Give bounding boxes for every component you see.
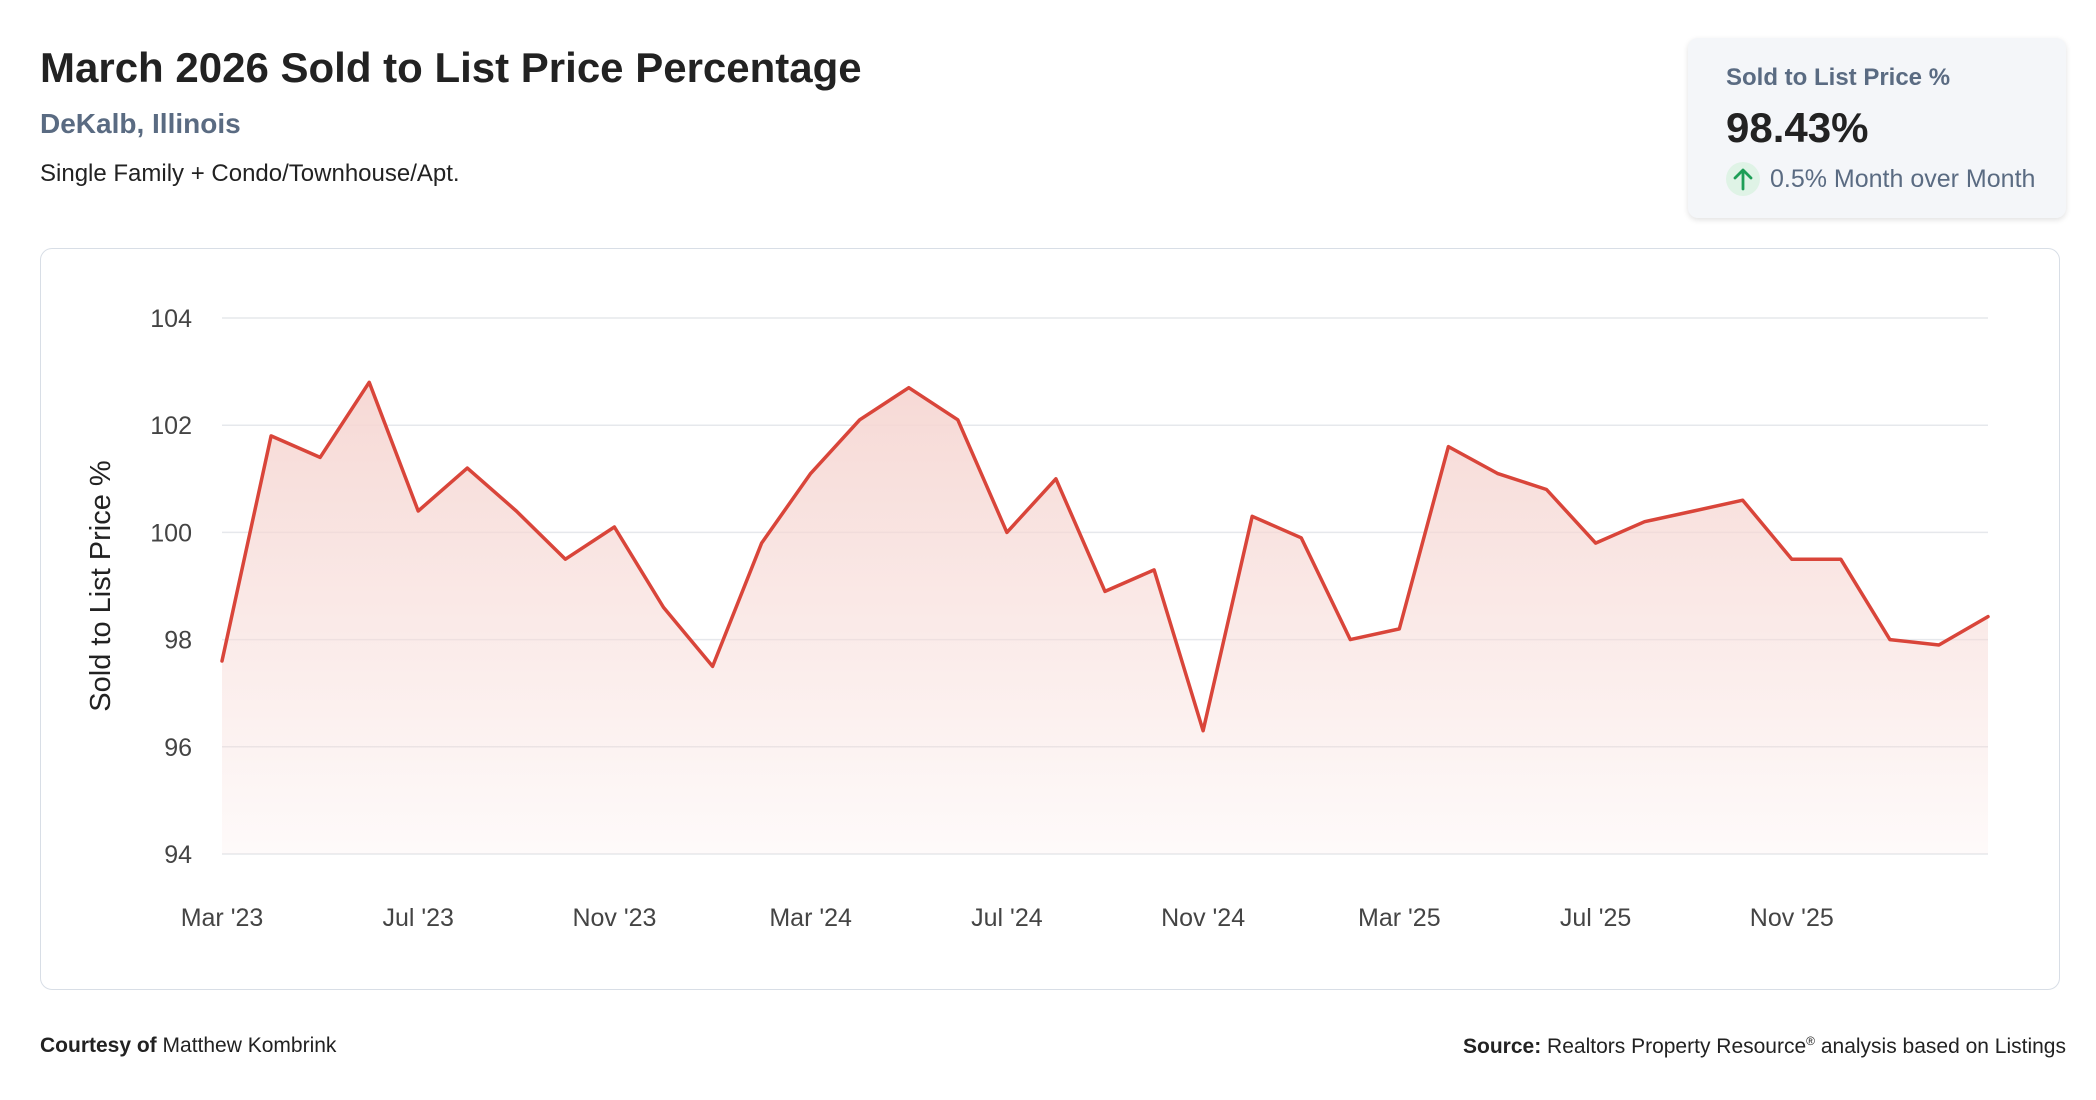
stat-label: Sold to List Price % [1726, 64, 1951, 91]
property-types: Single Family + Condo/Townhouse/Apt. [40, 160, 460, 187]
source-suffix: analysis based on Listings [1815, 1035, 2066, 1058]
y-axis-label: Sold to List Price % [85, 460, 117, 711]
y-tick-label: 104 [150, 305, 192, 333]
x-tick-label: Mar '25 [1358, 904, 1441, 932]
page-title: March 2026 Sold to List Price Percentage [40, 44, 862, 91]
source-text: Realtors Property Resource [1547, 1035, 1807, 1058]
x-tick-label: Nov '24 [1161, 904, 1245, 932]
stat-change-text: 0.5% Month over Month [1770, 164, 2036, 193]
courtesy-credit: Courtesy of Matthew Kombrink [40, 1034, 336, 1058]
x-tick-label: Jul '23 [382, 904, 453, 932]
source-prefix: Source: [1463, 1035, 1542, 1058]
arrow-up-icon [1726, 162, 1760, 196]
courtesy-prefix: Courtesy of [40, 1034, 157, 1057]
y-tick-label: 98 [164, 627, 192, 655]
stat-value: 98.43% [1726, 104, 1869, 151]
x-tick-label: Jul '24 [971, 904, 1043, 932]
location-subtitle: DeKalb, Illinois [40, 108, 241, 139]
x-tick-label: Jul '25 [1560, 904, 1631, 932]
y-tick-label: 96 [164, 734, 192, 762]
series-area [222, 382, 1988, 854]
series-line [220, 380, 1990, 733]
x-tick-label: Nov '25 [1750, 904, 1834, 932]
x-tick-label: Nov '23 [572, 904, 656, 932]
y-tick-label: 102 [150, 412, 192, 440]
y-tick-label: 100 [150, 519, 192, 547]
source-credit: Source: Realtors Property Resource® anal… [1463, 1034, 2066, 1059]
stat-card: Sold to List Price % 98.43% 0.5% Month o… [1688, 38, 2066, 218]
source-mark: ® [1806, 1034, 1815, 1048]
y-tick-label: 94 [164, 841, 192, 869]
x-tick-label: Mar '24 [769, 904, 852, 932]
courtesy-name: Matthew Kombrink [162, 1034, 337, 1057]
x-tick-label: Mar '23 [181, 904, 264, 932]
stat-change: 0.5% Month over Month [1726, 162, 2035, 196]
